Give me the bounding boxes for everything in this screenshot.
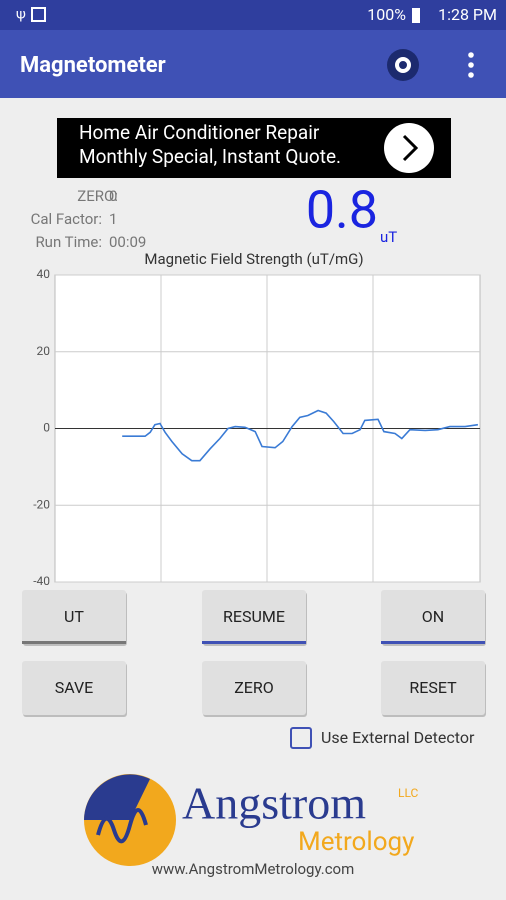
button[interactable] <box>202 590 306 644</box>
battery-icon <box>412 8 420 23</box>
button-indicator <box>202 641 306 644</box>
y-tick-label: 40 <box>37 267 51 281</box>
reading-label: Cal Factor: <box>31 210 102 228</box>
data-line <box>122 409 479 462</box>
y-tick-label: -40 <box>33 574 50 588</box>
overflow-menu[interactable] <box>468 52 474 78</box>
button-indicator <box>22 641 126 644</box>
settings-icon <box>395 57 411 73</box>
ad-line: Monthly Special, Instant Quote. <box>79 145 341 168</box>
reading-value: 1 <box>109 210 117 228</box>
button-label[interactable]: UT <box>64 607 84 626</box>
battery-text: 100% <box>367 5 406 24</box>
app-title: Magnetometer <box>20 53 166 78</box>
chart: -40 -20 0 20 40 <box>33 267 480 588</box>
y-tick-label: 20 <box>37 344 51 358</box>
checkbox-label[interactable]: Use External Detector <box>321 728 475 747</box>
button[interactable] <box>22 661 126 715</box>
logo-url: www.AngstromMetrology.com <box>152 860 355 878</box>
ad-line: Home Air Conditioner Repair <box>79 121 320 144</box>
button-label[interactable]: ON <box>422 607 444 626</box>
y-tick-label: 0 <box>43 421 50 435</box>
button[interactable] <box>202 661 306 715</box>
logo-subtitle: Metrology <box>298 827 414 857</box>
reading-label: Run Time: <box>35 233 102 251</box>
reading-value: 00:09 <box>109 233 146 251</box>
button[interactable] <box>22 590 126 644</box>
button-grid: UT RESUME ON SAVE ZERO RESET <box>22 590 486 717</box>
button-indicator <box>381 641 485 644</box>
ad-arrow[interactable] <box>384 123 434 173</box>
status-bar <box>0 0 506 30</box>
reading-label: ZERO: <box>77 187 118 205</box>
logo-name: Angstrom <box>182 778 366 829</box>
button-label[interactable]: ZERO <box>234 678 274 697</box>
logo-segment <box>84 774 150 820</box>
image-icon <box>31 7 46 22</box>
button[interactable] <box>381 661 485 715</box>
reading-value: 0 <box>109 187 117 205</box>
checkbox[interactable] <box>290 727 312 749</box>
usb-icon: ψ <box>16 7 26 23</box>
reading-unit: uT <box>380 228 397 246</box>
settings-button[interactable] <box>387 49 419 81</box>
clock: 1:28 PM <box>438 5 497 24</box>
chart-title: Magnetic Field Strength (uT/mG) <box>144 250 363 268</box>
current-reading: 0.8 <box>306 180 378 241</box>
logo-wave <box>96 808 148 844</box>
button-label[interactable]: RESET <box>409 678 457 697</box>
logo-suffix: LLC <box>398 786 419 800</box>
y-tick-label: -20 <box>33 497 50 511</box>
button-label[interactable]: SAVE <box>55 678 94 697</box>
app-bar <box>0 30 506 98</box>
button[interactable] <box>381 590 485 644</box>
button-label[interactable]: RESUME <box>223 607 285 626</box>
ad-arrow-icon <box>402 134 419 162</box>
